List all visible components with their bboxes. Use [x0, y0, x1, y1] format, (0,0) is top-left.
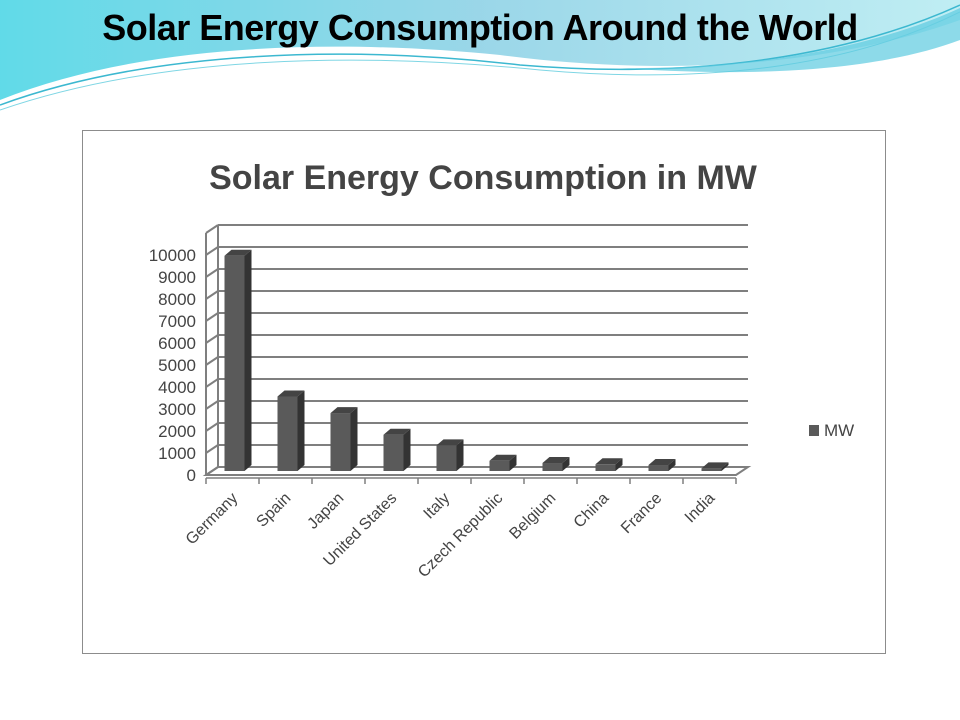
- gridline-side: [205, 422, 219, 432]
- bar-side: [403, 428, 411, 471]
- bar: [330, 407, 358, 471]
- y-tick-label: 1000: [158, 444, 196, 463]
- x-tick-label: Germany: [183, 490, 242, 549]
- bar-front: [542, 463, 563, 471]
- y-tick-label: 10000: [149, 246, 196, 265]
- bar-top: [701, 462, 729, 469]
- bar-side: [297, 390, 305, 471]
- bar-front: [330, 413, 351, 471]
- bar-chart: Solar Energy Consumption in MW 0 1000 2000…: [149, 159, 855, 581]
- gridline-side: [205, 334, 219, 344]
- bar-front: [224, 255, 245, 471]
- bar-front: [383, 434, 404, 471]
- legend-swatch: [809, 425, 819, 436]
- bar: [489, 454, 517, 471]
- x-tick-label: Belgium: [506, 490, 559, 543]
- bar-side: [244, 249, 252, 471]
- y-tick-label: 3000: [158, 400, 196, 419]
- gridline-side: [205, 224, 219, 234]
- bar-side: [668, 459, 676, 471]
- bar-top: [277, 390, 305, 397]
- chart-container: Solar Energy Consumption in MW 0 1000 2000…: [82, 130, 886, 654]
- bar-front: [595, 464, 616, 471]
- bar: [383, 428, 411, 471]
- bar-side: [509, 454, 517, 471]
- floor: [202, 466, 752, 476]
- bar-top: [595, 458, 623, 465]
- gridline-side: [205, 246, 219, 256]
- y-tick-label: 7000: [158, 312, 196, 331]
- y-axis: 0 1000 2000 3000 4000 5000 6000 7000 8000 9000 100…: [149, 233, 207, 485]
- y-tick-label: 8000: [158, 290, 196, 309]
- bars: [224, 249, 729, 471]
- bar-front: [648, 465, 669, 471]
- bar: [436, 439, 464, 471]
- bar-top: [224, 249, 252, 256]
- bar-side: [615, 458, 623, 471]
- y-tick-label: 4000: [158, 378, 196, 397]
- y-tick-label: 5000: [158, 356, 196, 375]
- gridline-side: [205, 268, 219, 278]
- x-tick-label: Spain: [253, 490, 294, 531]
- legend-label: MW: [824, 421, 854, 440]
- y-tick-label: 0: [187, 466, 196, 485]
- y-tick-label: 2000: [158, 422, 196, 441]
- bar-side: [456, 439, 464, 471]
- slide-title: Solar Energy Consumption Around the Worl…: [102, 7, 858, 48]
- gridline-side: [205, 400, 219, 410]
- bar-top: [330, 407, 358, 414]
- bar: [277, 390, 305, 471]
- bar-side: [562, 457, 570, 471]
- bar-top: [383, 428, 411, 435]
- bar-top: [648, 459, 676, 466]
- gridline-side: [205, 356, 219, 366]
- bar: [595, 458, 623, 471]
- x-tick-label: China: [571, 490, 613, 532]
- bar-front: [277, 396, 298, 471]
- y-tick-label: 6000: [158, 334, 196, 353]
- y-tick-label: 9000: [158, 268, 196, 287]
- bar: [542, 457, 570, 471]
- x-tick-label: Italy: [421, 490, 454, 523]
- bar-top: [489, 454, 517, 461]
- bar: [224, 249, 252, 471]
- gridline-side: [205, 444, 219, 454]
- bar-front: [489, 460, 510, 471]
- x-tick-label: Japan: [304, 490, 347, 533]
- gridlines: [202, 224, 752, 476]
- bar-front: [436, 445, 457, 471]
- bar-top: [436, 439, 464, 446]
- x-tick-label: France: [618, 490, 665, 537]
- bar-side: [350, 407, 358, 471]
- bar: [701, 462, 729, 471]
- bar-side: [721, 462, 729, 471]
- chart-title: Solar Energy Consumption in MW: [209, 159, 758, 197]
- legend: MW: [809, 421, 854, 440]
- bar-front: [701, 468, 722, 471]
- header-swoosh: [0, 0, 960, 111]
- bar: [648, 459, 676, 471]
- gridline-side: [205, 290, 219, 300]
- bar-top: [542, 457, 570, 464]
- x-tick-label: India: [682, 490, 719, 527]
- gridline-side: [205, 312, 219, 322]
- gridline-side: [205, 378, 219, 388]
